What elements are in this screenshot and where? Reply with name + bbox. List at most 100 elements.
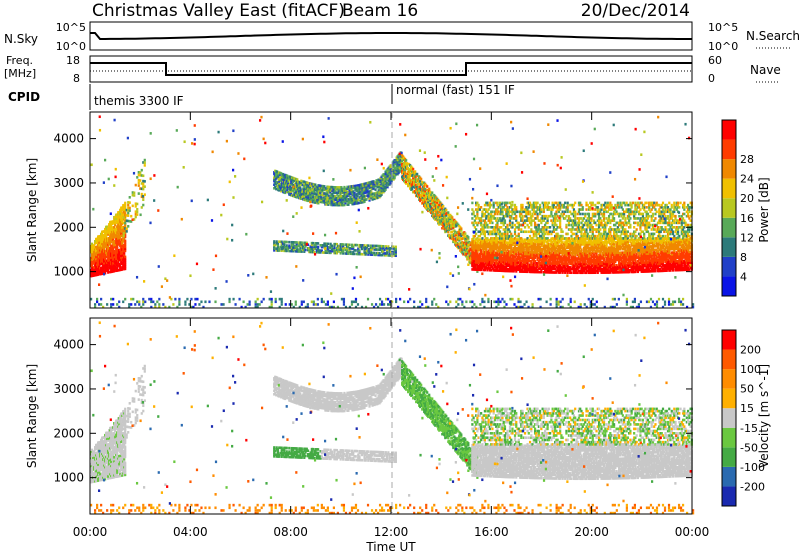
power-cell: [124, 215, 127, 219]
power-cell: [137, 192, 140, 195]
power-cell: [128, 206, 131, 210]
power-cell: [493, 230, 497, 234]
power-cell: [423, 193, 426, 197]
power-cell: [94, 239, 97, 243]
power-cell: [373, 253, 376, 257]
power-cell: [278, 247, 281, 251]
power-cell: [121, 268, 124, 271]
power-cell: [299, 186, 302, 190]
power-cell: [142, 203, 145, 207]
power-cell: [283, 178, 286, 182]
power-cell: [357, 247, 360, 251]
power-cell: [565, 225, 568, 229]
power-cell: [305, 195, 308, 198]
power-cell: [295, 186, 298, 190]
power-cell: [447, 211, 450, 214]
power-cell: [120, 250, 123, 254]
power-cell: [131, 193, 134, 197]
power-cell: [134, 210, 137, 213]
power-cell: [384, 245, 387, 248]
power-cell: [344, 252, 347, 255]
power-cell: [136, 202, 139, 206]
power-cell: [569, 210, 572, 214]
power-cell: [314, 183, 317, 187]
power-cell: [340, 244, 344, 248]
power-cell: [564, 217, 567, 220]
power-cell: [124, 209, 127, 213]
power-cell: [339, 244, 342, 248]
power-cell: [526, 208, 529, 211]
power-cell: [290, 192, 293, 195]
power-cell: [557, 210, 561, 214]
power-cell: [103, 242, 106, 245]
power-cell: [117, 255, 120, 258]
power-cell: [566, 206, 569, 209]
power-cell: [406, 163, 409, 167]
power-cell: [121, 212, 124, 215]
power-cell: [101, 232, 104, 236]
power-cell: [429, 199, 432, 203]
power-cell: [406, 162, 409, 165]
power-cell: [362, 245, 365, 249]
power-cell: [503, 230, 507, 234]
power-cell: [556, 219, 559, 222]
power-cell: [292, 180, 295, 183]
power-cell: [396, 160, 399, 164]
power-cell: [299, 243, 302, 246]
power-cell: [104, 257, 107, 261]
power-cell: [530, 221, 533, 225]
power-cell: [363, 196, 366, 200]
power-cell: [574, 210, 577, 214]
power-cell: [120, 232, 123, 236]
power-cell: [118, 224, 121, 228]
power-cell: [468, 249, 471, 253]
power-cell: [352, 252, 355, 256]
power-cell: [274, 185, 277, 189]
power-cell: [305, 241, 308, 245]
power-cell: [367, 247, 370, 251]
power-cell: [124, 249, 127, 253]
power-cell: [546, 219, 549, 222]
power-cell: [303, 243, 306, 246]
power-cell: [385, 181, 388, 185]
power-cell: [298, 243, 301, 246]
power-cell: [134, 205, 137, 208]
power-cell: [308, 248, 311, 252]
power-cell: [335, 242, 339, 246]
power-cell: [114, 265, 117, 269]
power-cell: [119, 264, 122, 268]
power-cell: [375, 248, 379, 251]
power-cell: [559, 225, 562, 229]
power-cell: [532, 234, 535, 238]
power-cell: [127, 214, 130, 217]
power-cell: [332, 203, 335, 207]
power-cell: [278, 187, 281, 190]
power-cell: [358, 245, 361, 249]
power-cell: [273, 249, 276, 252]
power-cell: [387, 254, 390, 257]
freq-tick-top: 18: [66, 54, 80, 67]
nave-label: Nave: [750, 63, 781, 77]
power-cell: [507, 208, 510, 211]
power-cell: [508, 223, 512, 227]
power-cell: [303, 248, 306, 252]
power-cell: [517, 234, 520, 238]
power-cell: [125, 214, 128, 217]
power-cell: [388, 247, 391, 250]
power-cell: [313, 245, 316, 249]
nsky-trace: [90, 32, 692, 40]
power-cell: [113, 251, 116, 255]
power-cell: [335, 248, 339, 251]
power-cell: [293, 246, 296, 249]
power-cell: [113, 219, 116, 223]
power-cell: [404, 168, 407, 172]
power-cell: [427, 198, 430, 202]
power-cell: [324, 251, 327, 254]
power-cell: [287, 185, 290, 189]
power-cell: [580, 230, 583, 234]
power-cell: [314, 245, 317, 249]
power-cell: [313, 243, 316, 247]
power-cell: [140, 174, 143, 177]
power-cell: [353, 184, 356, 188]
power-cell: [283, 242, 286, 246]
